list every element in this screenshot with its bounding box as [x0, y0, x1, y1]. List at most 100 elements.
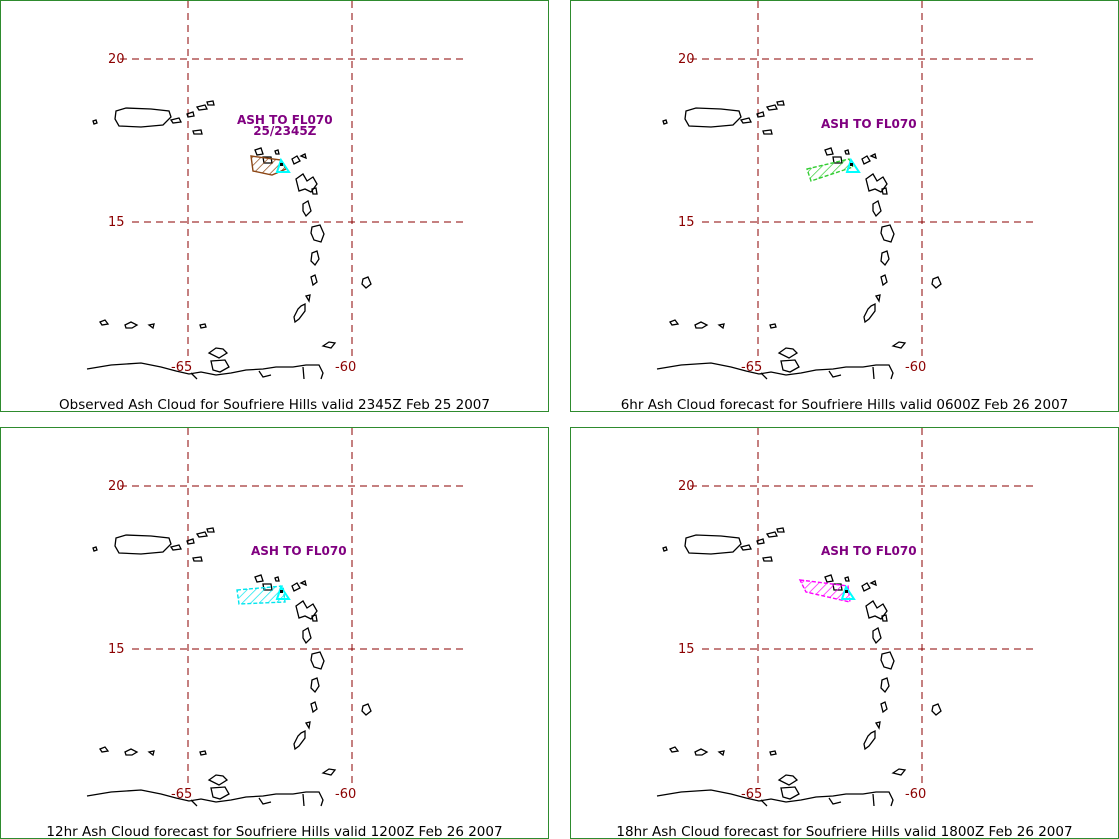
lat-label-15: 15 — [678, 642, 695, 657]
island-outline — [739, 544, 752, 551]
lon-label-60: -60 — [335, 360, 357, 375]
panel-caption: 12hr Ash Cloud forecast for Soufriere Hi… — [46, 824, 503, 839]
island-outline — [147, 323, 155, 330]
island-outline — [844, 149, 850, 155]
lon-label-60: -60 — [905, 787, 927, 802]
lat-lon-grid — [120, 1, 463, 359]
island-outline — [310, 224, 325, 243]
island-outline — [304, 294, 311, 303]
island-outline — [186, 111, 195, 118]
island-outline — [310, 701, 318, 714]
south-american-coast — [656, 789, 894, 807]
lat-lon-grid — [690, 1, 1033, 359]
island-outline — [361, 276, 372, 289]
island-outline — [207, 347, 229, 359]
island-outline — [861, 582, 871, 592]
island-outline — [210, 359, 230, 373]
island-outline — [863, 729, 876, 751]
ash-height-label: ASH TO FL070 — [821, 544, 917, 558]
map-panel-18hr: 20 15 -65 -60 ASH TO FL070 18hr Ash Clou… — [570, 427, 1119, 839]
island-outline — [869, 153, 877, 160]
volcano-triangle — [840, 584, 856, 600]
south-american-coast — [86, 789, 324, 807]
island-outline — [880, 250, 890, 267]
ash-cloud-area — [806, 158, 854, 182]
island-outline — [669, 746, 680, 753]
island-outline — [310, 677, 320, 694]
ash-annotation: ASH TO FL070 — [821, 118, 917, 130]
map-canvas — [656, 1, 1033, 380]
island-outline — [869, 580, 877, 587]
island-outline — [114, 107, 172, 128]
island-outline — [304, 721, 311, 730]
island-outline — [302, 627, 312, 645]
island-outline — [880, 677, 890, 694]
volcano-marker-icon — [840, 584, 856, 600]
island-outline — [293, 729, 306, 751]
lon-label-65: -65 — [741, 787, 763, 802]
map-panel-6hr: 20 15 -65 -60 ASH TO FL070 6hr Ash Cloud… — [570, 0, 1119, 412]
island-outline — [310, 250, 320, 267]
island-outline — [865, 600, 888, 620]
lat-label-15: 15 — [108, 215, 125, 230]
island-outline — [776, 527, 785, 533]
island-outline — [881, 614, 888, 622]
island-outline — [891, 768, 907, 776]
island-outline — [777, 774, 799, 786]
island-outline — [207, 774, 229, 786]
island-outline — [195, 104, 208, 111]
lat-lon-grid — [690, 428, 1033, 786]
ash-cloud-area — [798, 579, 851, 603]
island-outline — [274, 149, 280, 155]
island-outline — [295, 600, 318, 620]
island-outline — [274, 576, 280, 582]
island-outline — [669, 319, 680, 326]
island-outline — [124, 321, 139, 329]
island-outline — [765, 104, 778, 111]
island-outline — [874, 294, 881, 303]
island-outline — [872, 200, 882, 218]
island-outline — [299, 580, 307, 587]
island-outline — [302, 200, 312, 218]
island-outline — [769, 323, 777, 329]
lon-label-60: -60 — [335, 787, 357, 802]
island-outline — [762, 129, 773, 135]
island-outline — [880, 651, 895, 670]
volcano-triangle — [275, 584, 291, 600]
south-american-coast — [86, 362, 324, 380]
island-outline — [291, 155, 301, 165]
volcano-dot — [850, 163, 853, 166]
island-outline — [254, 147, 264, 156]
island-outline — [881, 187, 888, 195]
island-outline — [92, 119, 98, 125]
coastlines — [656, 527, 942, 807]
panel-caption: 6hr Ash Cloud forecast for Soufriere Hil… — [620, 397, 1069, 412]
island-outline — [662, 546, 668, 552]
island-outline — [717, 750, 725, 757]
island-outline — [863, 302, 876, 324]
island-outline — [684, 107, 742, 128]
island-outline — [880, 224, 895, 243]
lat-lon-grid — [120, 428, 463, 786]
island-outline — [361, 703, 372, 716]
coastlines — [86, 100, 372, 380]
island-outline — [880, 701, 888, 714]
island-outline — [865, 173, 888, 193]
island-outline — [311, 187, 318, 195]
island-outline — [769, 750, 777, 756]
ash-annotation: ASH TO FL070 25/2345Z — [237, 114, 333, 137]
island-outline — [874, 721, 881, 730]
volcano-dot — [280, 590, 283, 593]
island-outline — [321, 341, 337, 349]
map-panel-12hr: 20 15 -65 -60 ASH TO FL070 12hr Ash Clou… — [0, 427, 549, 839]
island-outline — [891, 341, 907, 349]
island-outline — [114, 534, 172, 555]
island-outline — [206, 100, 215, 106]
map-panel-observed: 20 15 -65 -60 ASH TO FL070 25/2345Z Obse… — [0, 0, 549, 412]
lon-label-65: -65 — [171, 360, 193, 375]
island-outline — [310, 651, 325, 670]
island-outline — [124, 748, 139, 756]
volcano-triangle — [275, 157, 291, 173]
lat-label-15: 15 — [108, 642, 125, 657]
island-outline — [206, 527, 215, 533]
